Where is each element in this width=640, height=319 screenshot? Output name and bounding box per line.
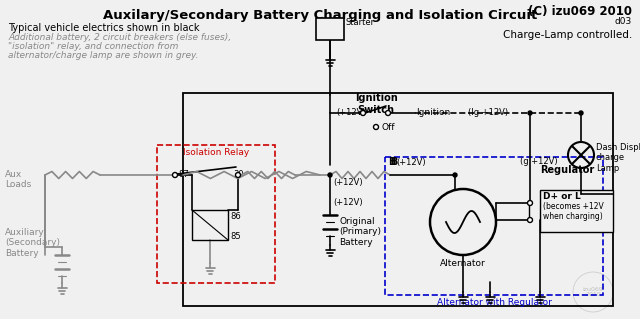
- Circle shape: [528, 111, 532, 115]
- Bar: [540, 190, 613, 232]
- Text: izu069
2010: izu069 2010: [582, 286, 604, 297]
- Text: (+12V): (+12V): [333, 178, 363, 187]
- Text: Ignition
Switch: Ignition Switch: [355, 93, 397, 115]
- Text: 87: 87: [178, 170, 189, 179]
- Text: (+12V): (+12V): [333, 198, 363, 207]
- Text: 85: 85: [230, 232, 241, 241]
- Text: d03: d03: [615, 17, 632, 26]
- Text: Additional battery, 2 circuit breakers (else fuses),: Additional battery, 2 circuit breakers (…: [8, 33, 231, 42]
- Text: Auxiliary
(Secondary)
Battery: Auxiliary (Secondary) Battery: [5, 228, 60, 258]
- Text: Off: Off: [381, 123, 394, 132]
- Circle shape: [385, 110, 390, 115]
- Bar: [183, 93, 613, 306]
- Bar: [192, 210, 228, 240]
- Text: Auxilary/Secondary Battery Charging and Isolation Circuit: Auxilary/Secondary Battery Charging and …: [103, 9, 537, 22]
- Circle shape: [374, 124, 378, 130]
- Text: Aux
Loads: Aux Loads: [5, 170, 31, 189]
- Text: Charge-Lamp controlled.: Charge-Lamp controlled.: [503, 30, 632, 40]
- Circle shape: [527, 218, 532, 222]
- Text: Dash Display
charge
Lamp: Dash Display charge Lamp: [596, 143, 640, 173]
- Text: (C) izu069 2010: (C) izu069 2010: [528, 5, 632, 18]
- Circle shape: [236, 173, 241, 177]
- Text: Original
(Primary)
Battery: Original (Primary) Battery: [339, 217, 381, 247]
- Text: (+12V): (+12V): [396, 158, 426, 167]
- Text: Typical vehicle electrics shown in black: Typical vehicle electrics shown in black: [8, 23, 200, 33]
- Text: alternator/charge lamp are shown in grey.: alternator/charge lamp are shown in grey…: [8, 51, 198, 60]
- Text: (+12V): (+12V): [336, 108, 365, 117]
- Circle shape: [453, 173, 457, 177]
- Text: 86: 86: [230, 212, 241, 221]
- Circle shape: [360, 110, 365, 115]
- Circle shape: [328, 173, 332, 177]
- Text: (g +12V): (g +12V): [520, 157, 557, 166]
- Bar: [385, 157, 603, 295]
- Text: (Ig +12V): (Ig +12V): [468, 108, 508, 117]
- Text: "isolation" relay, and connection from: "isolation" relay, and connection from: [8, 42, 179, 51]
- Text: Ignition: Ignition: [416, 108, 451, 117]
- Text: Alternator: Alternator: [440, 259, 486, 268]
- Bar: [316, 18, 344, 40]
- Text: Alternator with Regulator: Alternator with Regulator: [436, 298, 552, 307]
- Circle shape: [173, 173, 177, 177]
- Text: D+ or L: D+ or L: [543, 192, 580, 201]
- Circle shape: [527, 201, 532, 205]
- Circle shape: [579, 111, 583, 115]
- Text: (becomes +12V
when charging): (becomes +12V when charging): [543, 202, 604, 221]
- Text: Regulator: Regulator: [540, 165, 595, 175]
- Text: Starter: Starter: [346, 18, 375, 27]
- Bar: [157, 145, 275, 283]
- Text: 30: 30: [233, 170, 244, 179]
- Text: B: B: [390, 157, 397, 167]
- Text: B: B: [388, 157, 396, 167]
- Text: Isolation Relay: Isolation Relay: [183, 148, 249, 157]
